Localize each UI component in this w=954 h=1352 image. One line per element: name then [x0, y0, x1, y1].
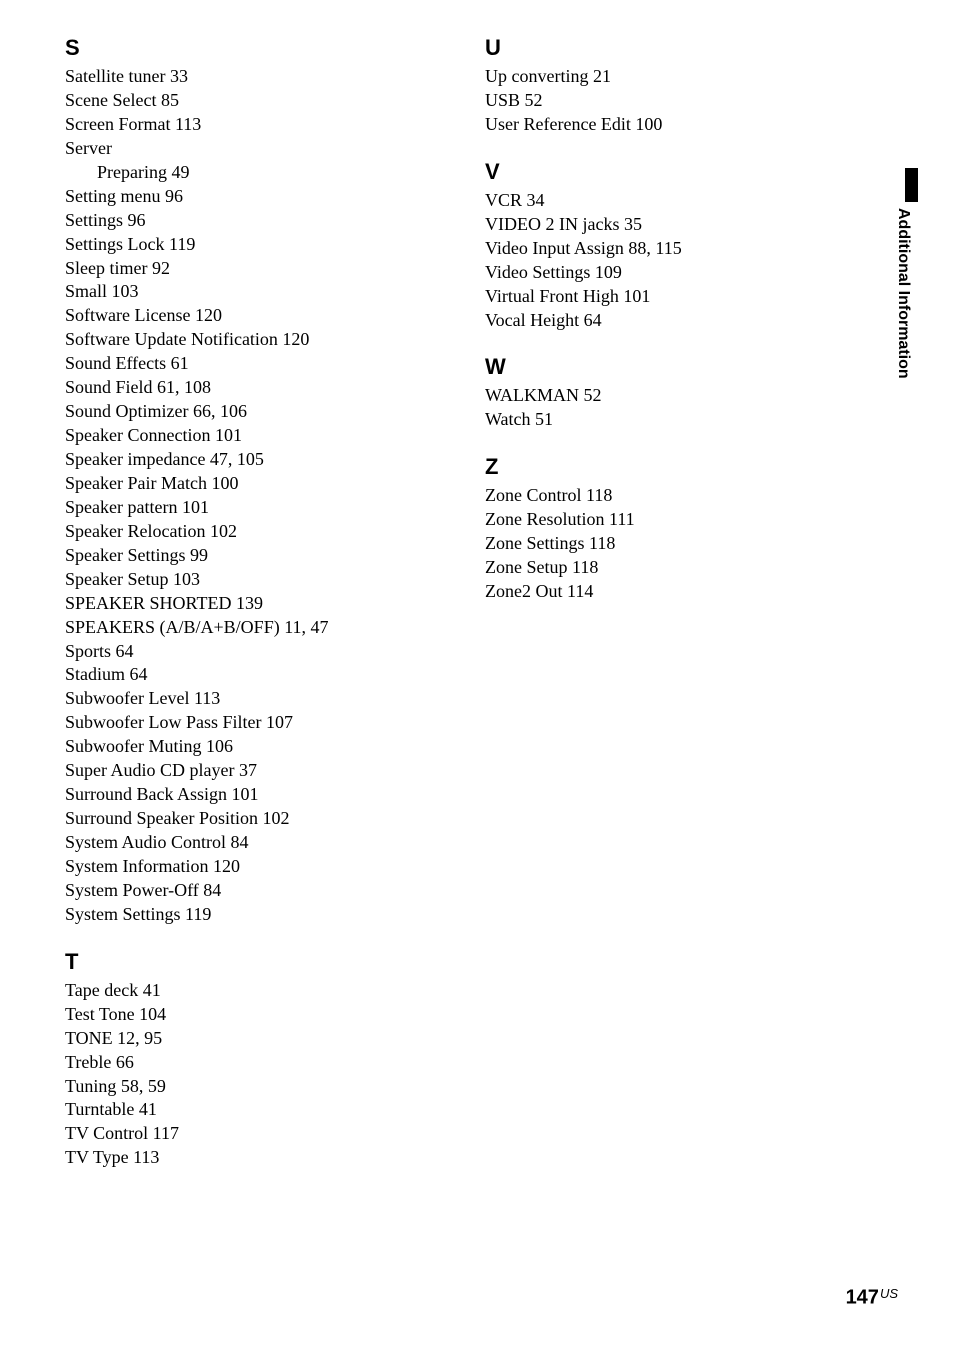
index-entry: Stadium 64: [65, 663, 405, 687]
index-entry: SPEAKERS (A/B/A+B/OFF) 11, 47: [65, 616, 405, 640]
index-entry: Subwoofer Low Pass Filter 107: [65, 711, 405, 735]
index-section-heading: Z: [485, 454, 825, 480]
index-entry: System Settings 119: [65, 903, 405, 927]
index-section-heading: U: [485, 35, 825, 61]
index-entry: WALKMAN 52: [485, 384, 825, 408]
index-entry: System Information 120: [65, 855, 405, 879]
index-entry: Turntable 41: [65, 1098, 405, 1122]
index-page: S Satellite tuner 33Scene Select 85Screen…: [0, 0, 954, 1210]
index-entry: Zone Control 118: [485, 484, 825, 508]
index-entry: Surround Speaker Position 102: [65, 807, 405, 831]
index-entry: Treble 66: [65, 1051, 405, 1075]
index-entry: SPEAKER SHORTED 139: [65, 592, 405, 616]
index-entry: Zone2 Out 114: [485, 580, 825, 604]
index-entry: Settings 96: [65, 209, 405, 233]
index-entry: Sound Effects 61: [65, 352, 405, 376]
index-entry: Sports 64: [65, 640, 405, 664]
index-entry: Software Update Notification 120: [65, 328, 405, 352]
index-entry: Video Settings 109: [485, 261, 825, 285]
index-section-heading: S: [65, 35, 405, 61]
index-entry: Speaker Relocation 102: [65, 520, 405, 544]
index-entry: Speaker Setup 103: [65, 568, 405, 592]
index-entry: Tape deck 41: [65, 979, 405, 1003]
index-entry: Small 103: [65, 280, 405, 304]
index-entry: Watch 51: [485, 408, 825, 432]
tab-label: Additional Information: [894, 208, 912, 379]
index-entry: Vocal Height 64: [485, 309, 825, 333]
index-entry: System Audio Control 84: [65, 831, 405, 855]
index-entry: Zone Resolution 111: [485, 508, 825, 532]
side-tab: Additional Information: [894, 168, 918, 428]
index-entry: Video Input Assign 88, 115: [485, 237, 825, 261]
index-entry: Subwoofer Muting 106: [65, 735, 405, 759]
index-entry: VCR 34: [485, 189, 825, 213]
index-entry: Speaker impedance 47, 105: [65, 448, 405, 472]
index-entry: TONE 12, 95: [65, 1027, 405, 1051]
index-entry: Sound Field 61, 108: [65, 376, 405, 400]
index-entry: Server: [65, 137, 405, 161]
index-entry: Up converting 21: [485, 65, 825, 89]
index-entry: Screen Format 113: [65, 113, 405, 137]
index-entry: Scene Select 85: [65, 89, 405, 113]
index-column-right: U Up converting 21USB 52User Reference Ed…: [485, 35, 825, 1170]
index-section-heading: V: [485, 159, 825, 185]
index-entry: Sleep timer 92: [65, 257, 405, 281]
index-entry: Software License 120: [65, 304, 405, 328]
index-entry: Speaker Pair Match 100: [65, 472, 405, 496]
index-entry: Subwoofer Level 113: [65, 687, 405, 711]
index-entry: Sound Optimizer 66, 106: [65, 400, 405, 424]
index-entry: Virtual Front High 101: [485, 285, 825, 309]
index-entry: Super Audio CD player 37: [65, 759, 405, 783]
tab-marker: [905, 168, 918, 202]
page-footer: 147US: [846, 1286, 898, 1310]
index-entry: Speaker Settings 99: [65, 544, 405, 568]
index-entry: Settings Lock 119: [65, 233, 405, 257]
index-section-heading: W: [485, 354, 825, 380]
index-entry: Zone Setup 118: [485, 556, 825, 580]
page-number: 147: [846, 1287, 879, 1309]
index-entry: User Reference Edit 100: [485, 113, 825, 137]
index-entry: Surround Back Assign 101: [65, 783, 405, 807]
index-entry: VIDEO 2 IN jacks 35: [485, 213, 825, 237]
index-entry: Setting menu 96: [65, 185, 405, 209]
index-entry: TV Control 117: [65, 1122, 405, 1146]
page-suffix: US: [880, 1286, 898, 1301]
index-entry: USB 52: [485, 89, 825, 113]
index-entry: System Power-Off 84: [65, 879, 405, 903]
index-column-left: S Satellite tuner 33Scene Select 85Screen…: [65, 35, 405, 1170]
index-section-heading: T: [65, 949, 405, 975]
index-entry: Tuning 58, 59: [65, 1075, 405, 1099]
index-entry: Speaker pattern 101: [65, 496, 405, 520]
index-entry: Test Tone 104: [65, 1003, 405, 1027]
index-entry: Preparing 49: [65, 161, 405, 185]
index-entry: TV Type 113: [65, 1146, 405, 1170]
index-entry: Satellite tuner 33: [65, 65, 405, 89]
index-entry: Zone Settings 118: [485, 532, 825, 556]
index-entry: Speaker Connection 101: [65, 424, 405, 448]
